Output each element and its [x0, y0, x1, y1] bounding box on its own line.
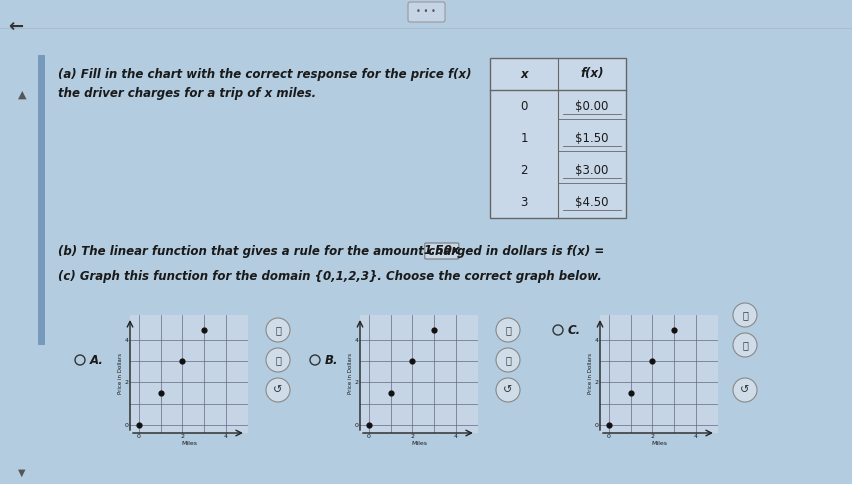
Circle shape — [495, 318, 520, 342]
Point — [176, 358, 189, 365]
X-axis label: Miles: Miles — [650, 441, 666, 446]
Text: C.: C. — [567, 323, 580, 336]
Text: 🔍: 🔍 — [504, 355, 510, 365]
Text: 🔍: 🔍 — [274, 355, 280, 365]
Point — [153, 389, 167, 397]
Y-axis label: Price in Dollars: Price in Dollars — [118, 353, 123, 394]
Text: 🔍: 🔍 — [504, 325, 510, 335]
Text: 3: 3 — [520, 196, 527, 209]
Text: B.: B. — [325, 353, 338, 366]
Text: 🔍: 🔍 — [741, 340, 747, 350]
Y-axis label: Price in Dollars: Price in Dollars — [348, 353, 353, 394]
Circle shape — [495, 348, 520, 372]
Point — [602, 421, 615, 428]
FancyBboxPatch shape — [407, 2, 445, 22]
Text: ▲: ▲ — [18, 90, 26, 100]
Text: • • •: • • • — [416, 7, 435, 16]
Text: 1.50x: 1.50x — [423, 244, 459, 257]
Text: ↺: ↺ — [740, 385, 749, 395]
Text: 🔍: 🔍 — [741, 310, 747, 320]
Text: (c) Graph this function for the domain {0,1,2,3}. Choose the correct graph below: (c) Graph this function for the domain {… — [58, 270, 602, 283]
X-axis label: Miles: Miles — [181, 441, 197, 446]
Text: 🔍: 🔍 — [274, 325, 280, 335]
Point — [198, 326, 211, 333]
Text: 2: 2 — [520, 164, 527, 177]
Text: $4.50: $4.50 — [574, 196, 608, 209]
Text: $1.50: $1.50 — [574, 132, 608, 145]
Text: (b) The linear function that gives a rule for the amount charged in dollars is f: (b) The linear function that gives a rul… — [58, 245, 607, 258]
Text: 1: 1 — [520, 132, 527, 145]
Text: (a) Fill in the chart with the correct response for the price f(x): (a) Fill in the chart with the correct r… — [58, 68, 471, 81]
Bar — [38, 55, 45, 345]
Text: x: x — [520, 67, 527, 80]
Circle shape — [266, 348, 290, 372]
Point — [406, 358, 419, 365]
Text: f(x): f(x) — [579, 67, 603, 80]
Text: ←: ← — [8, 18, 23, 36]
Text: A.: A. — [90, 353, 104, 366]
Text: $3.00: $3.00 — [574, 164, 608, 177]
Circle shape — [732, 333, 756, 357]
Circle shape — [732, 378, 756, 402]
Circle shape — [266, 378, 290, 402]
Circle shape — [266, 318, 290, 342]
Text: the driver charges for a trip of x miles.: the driver charges for a trip of x miles… — [58, 87, 316, 100]
X-axis label: Miles: Miles — [411, 441, 427, 446]
Point — [645, 358, 659, 365]
FancyBboxPatch shape — [424, 243, 458, 259]
Text: ↺: ↺ — [503, 385, 512, 395]
Text: .: . — [460, 245, 464, 258]
Point — [361, 421, 375, 428]
Point — [623, 389, 636, 397]
Text: ▼: ▼ — [18, 468, 26, 478]
Point — [132, 421, 146, 428]
Circle shape — [732, 303, 756, 327]
Y-axis label: Price in Dollars: Price in Dollars — [588, 353, 592, 394]
Point — [383, 389, 397, 397]
Point — [427, 326, 440, 333]
Text: ↺: ↺ — [273, 385, 282, 395]
Text: $0.00: $0.00 — [574, 100, 608, 112]
Point — [666, 326, 680, 333]
Bar — [489, 58, 625, 218]
Text: 0: 0 — [520, 100, 527, 112]
Circle shape — [495, 378, 520, 402]
